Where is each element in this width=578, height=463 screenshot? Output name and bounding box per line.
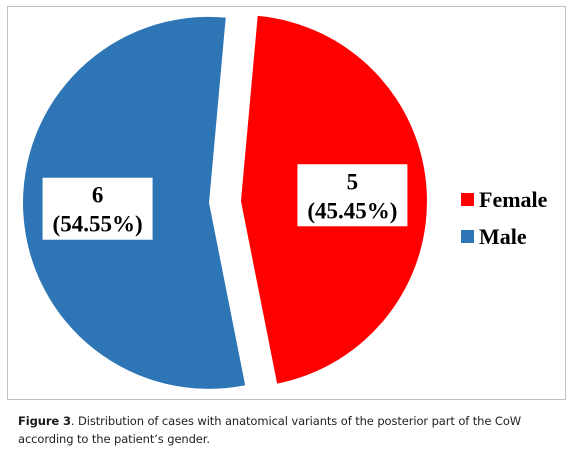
legend-item-male: Male <box>461 224 527 249</box>
legend-item-female: Female <box>461 187 548 212</box>
data-label-percent: (45.45%) <box>307 198 397 223</box>
legend-swatch <box>461 230 474 243</box>
legend-label: Male <box>479 224 527 249</box>
data-label-female: 5 (45.45%) <box>297 164 408 227</box>
pie-chart: 5 (45.45%) 6 (54.55%) Female Male <box>23 15 548 389</box>
figure-caption: Figure 3. Distribution of cases with ana… <box>18 412 570 448</box>
caption-text: . Distribution of cases with anatomical … <box>18 414 522 446</box>
legend: Female Male <box>461 187 548 249</box>
data-label-count: 5 <box>347 169 359 194</box>
pie-data-labels: 5 (45.45%) 6 (54.55%) <box>42 164 408 240</box>
data-label-male: 6 (54.55%) <box>42 177 153 240</box>
data-label-count: 6 <box>92 183 104 208</box>
legend-swatch <box>461 193 474 206</box>
figure-reference: Figure 3 <box>18 414 71 428</box>
data-label-percent: (54.55%) <box>53 212 143 237</box>
data-label-box <box>297 164 408 227</box>
legend-label: Female <box>479 187 548 212</box>
data-label-box <box>42 177 153 240</box>
